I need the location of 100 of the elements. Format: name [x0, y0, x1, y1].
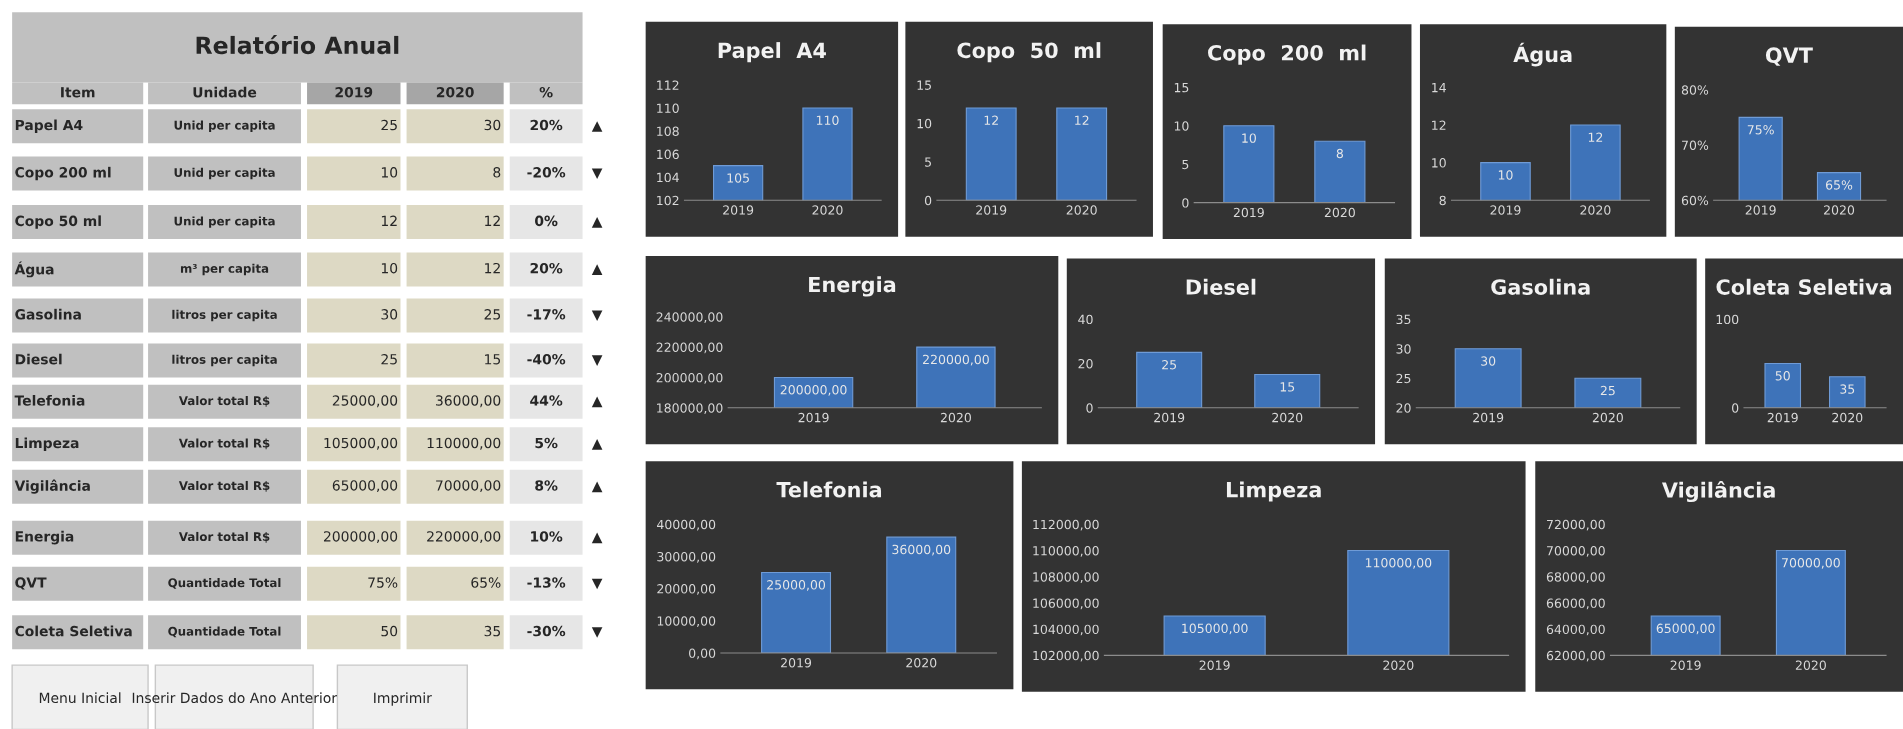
text: 44%	[530, 395, 563, 406]
text: ▲	[591, 264, 603, 275]
text: 12	[485, 262, 500, 274]
text: 12	[485, 215, 500, 226]
data-label: 70000,00	[1782, 558, 1840, 569]
x-tick-label: 2019	[798, 412, 829, 423]
text: 8%	[535, 480, 558, 491]
text: 110000,00	[427, 437, 501, 450]
text: 8	[493, 167, 501, 178]
y-tick-label: 104000,00	[1033, 624, 1099, 636]
y-tick-label: 15	[1174, 83, 1189, 93]
data-label: 110	[816, 115, 839, 126]
text: 25000,00	[332, 395, 398, 408]
text: m³ per capita	[180, 263, 269, 276]
text: 2019	[335, 86, 373, 98]
text: Menu Inicial	[39, 692, 121, 704]
x-tick-label: 2020	[1324, 207, 1355, 218]
data-label: 30	[1481, 356, 1496, 366]
text: ▲	[591, 396, 603, 408]
text: Valor total R$	[178, 438, 270, 450]
y-tick-label: 108	[657, 126, 679, 136]
x-tick-label: 2020	[906, 658, 937, 668]
y-tick-label: 35	[1396, 314, 1411, 325]
data-label: 25	[1600, 385, 1615, 396]
y-tick-label: 5	[1182, 159, 1189, 170]
y-tick-label: 220000,00	[656, 342, 723, 354]
text: litros per capita	[172, 354, 277, 367]
y-tick-label: 0	[1732, 403, 1739, 413]
data-label: 25	[1162, 359, 1177, 370]
y-tick-label: 104	[657, 172, 679, 183]
text: Papel A4	[15, 119, 83, 133]
y-tick-label: 80%	[1681, 85, 1709, 95]
text: -40%	[527, 353, 566, 365]
text: Quantidade Total	[168, 578, 281, 589]
text: 220000,00	[427, 531, 501, 544]
x-tick-label: 2020	[1066, 205, 1097, 215]
y-tick-label: 25	[1396, 373, 1411, 384]
text: ▲	[591, 121, 603, 132]
text: Inserir Dados do Ano Anterior	[132, 692, 338, 704]
data-label: 65000,00	[1656, 623, 1715, 635]
text: Energia	[15, 530, 74, 545]
text: 105000,00	[324, 437, 398, 450]
chart-title: Copo 50 ml	[957, 42, 1101, 63]
chart-title: Papel A4	[718, 42, 826, 63]
chart-title: Água	[1513, 42, 1572, 67]
chart-title: Copo 200 ml	[1208, 44, 1366, 65]
text: 10%	[531, 531, 563, 542]
y-tick-label: 106	[657, 149, 679, 160]
y-tick-label: 0	[1086, 403, 1093, 413]
text: Coleta Seletiva	[15, 625, 132, 637]
text: Imprimir	[374, 692, 432, 706]
chart-title: Vigilância	[1661, 480, 1775, 503]
data-label: 36000,00	[892, 544, 951, 556]
y-tick-label: 0	[924, 195, 932, 206]
data-label: 35	[1840, 384, 1855, 394]
text: QVT	[15, 577, 47, 590]
y-tick-label: 10000,00	[657, 616, 716, 627]
text: 50	[381, 625, 398, 637]
chart-title: Telefonia	[776, 481, 882, 498]
data-label: 50	[1775, 371, 1790, 381]
x-tick-label: 2019	[976, 205, 1007, 215]
y-tick-label: 10	[1174, 121, 1189, 131]
x-tick-label: 2019	[1473, 412, 1504, 423]
text: Gasolina	[15, 308, 81, 320]
data-label: 25000,00	[767, 580, 826, 591]
x-tick-label: 2020	[1832, 412, 1863, 423]
text: 15	[485, 354, 501, 365]
y-tick-label: 14	[1432, 83, 1446, 93]
y-tick-label: 66000,00	[1546, 598, 1605, 610]
y-tick-label: 60%	[1681, 195, 1709, 206]
x-tick-label: 2019	[1745, 205, 1776, 215]
text: -30%	[527, 625, 566, 637]
data-label: 12	[984, 115, 998, 125]
y-tick-label: 70000,00	[1547, 545, 1605, 557]
text: 35	[484, 625, 501, 637]
text: ▲	[591, 217, 603, 228]
y-tick-label: 0	[1182, 198, 1189, 208]
y-tick-label: 20	[1396, 403, 1411, 413]
chart-title: Coleta Seletiva	[1716, 278, 1892, 295]
x-tick-label: 2019	[1154, 412, 1185, 423]
text: 25	[484, 309, 501, 320]
text: 20%	[530, 262, 563, 274]
text: ▲	[591, 439, 603, 450]
text: Unid per capita	[174, 120, 275, 132]
y-tick-label: 20	[1078, 358, 1093, 369]
x-tick-label: 2019	[781, 658, 812, 668]
text: 10	[381, 167, 398, 178]
x-tick-label: 2019	[1767, 412, 1798, 423]
text: 70000,00	[436, 480, 501, 493]
text: Unidade	[193, 86, 257, 98]
text: ▼	[591, 578, 603, 590]
data-label: 10	[1242, 133, 1256, 143]
chart-title: QVT	[1765, 47, 1813, 66]
data-label: 105000,00	[1182, 623, 1248, 635]
y-tick-label: 112000,00	[1033, 519, 1099, 531]
text: Quantidade Total	[168, 626, 281, 638]
text: litros per capita	[172, 309, 277, 322]
y-tick-label: 70%	[1682, 140, 1709, 150]
text: 65%	[471, 577, 501, 588]
x-tick-label: 2019	[1670, 660, 1701, 670]
